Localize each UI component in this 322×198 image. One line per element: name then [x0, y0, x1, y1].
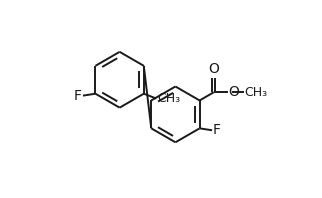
Text: CH₃: CH₃	[157, 92, 180, 105]
Text: F: F	[213, 123, 221, 137]
Text: CH₃: CH₃	[244, 86, 268, 99]
Text: O: O	[229, 85, 240, 99]
Text: F: F	[74, 89, 82, 103]
Text: O: O	[208, 62, 219, 76]
